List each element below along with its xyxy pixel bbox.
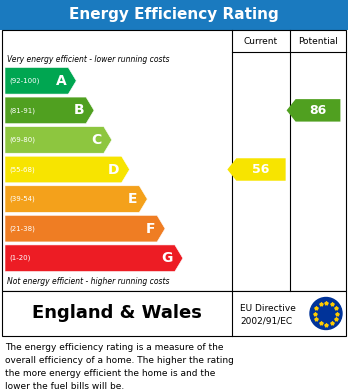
Polygon shape [5,127,112,153]
Text: (1-20): (1-20) [9,255,30,262]
Text: (69-80): (69-80) [9,137,35,143]
Polygon shape [5,156,129,183]
Text: 56: 56 [252,163,270,176]
Text: (21-38): (21-38) [9,225,35,232]
Polygon shape [2,291,346,336]
Polygon shape [5,245,183,271]
Text: (81-91): (81-91) [9,107,35,114]
Text: Current: Current [244,36,278,45]
Text: EU Directive: EU Directive [240,304,296,313]
Text: A: A [56,74,66,88]
Polygon shape [287,99,340,122]
Text: Energy Efficiency Rating: Energy Efficiency Rating [69,7,279,23]
Text: (92-100): (92-100) [9,77,39,84]
Circle shape [310,298,342,330]
Polygon shape [5,97,94,124]
Text: F: F [145,222,155,236]
Text: The energy efficiency rating is a measure of the
overall efficiency of a home. T: The energy efficiency rating is a measur… [5,343,234,391]
Text: 2002/91/EC: 2002/91/EC [240,316,292,325]
Text: England & Wales: England & Wales [32,305,202,323]
Text: (55-68): (55-68) [9,166,35,173]
Text: (39-54): (39-54) [9,196,35,202]
Text: C: C [92,133,102,147]
Text: E: E [128,192,137,206]
Text: Very energy efficient - lower running costs: Very energy efficient - lower running co… [7,55,169,64]
Polygon shape [5,68,76,94]
Text: D: D [108,163,120,176]
Text: G: G [161,251,173,265]
Polygon shape [5,186,147,212]
Text: Potential: Potential [298,36,338,45]
Text: B: B [73,103,84,117]
Polygon shape [227,158,286,181]
Polygon shape [0,0,348,30]
Polygon shape [2,30,346,291]
Polygon shape [5,215,165,242]
Text: Not energy efficient - higher running costs: Not energy efficient - higher running co… [7,277,169,286]
Text: 86: 86 [309,104,327,117]
